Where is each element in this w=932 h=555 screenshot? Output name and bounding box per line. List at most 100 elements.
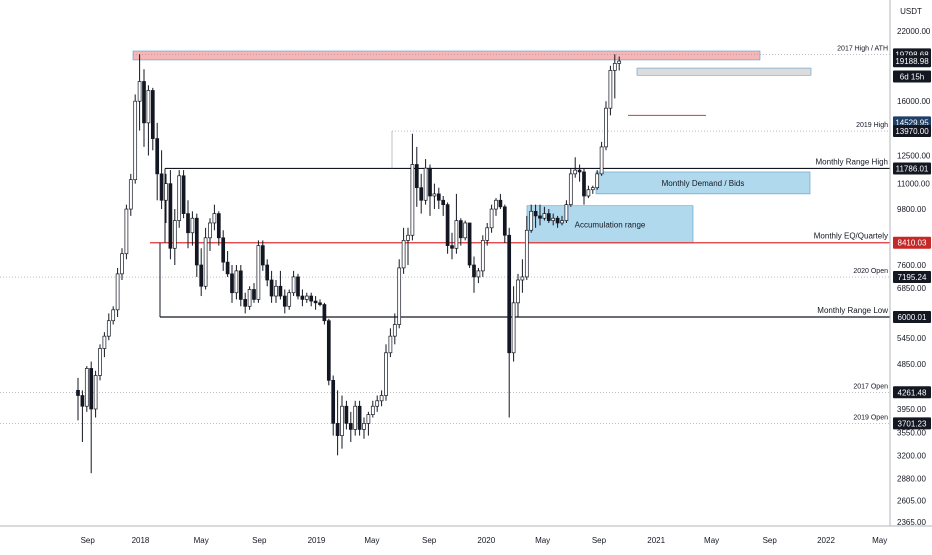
candle-body xyxy=(142,81,146,124)
candle-body xyxy=(445,204,450,246)
candle-body xyxy=(586,189,591,197)
candle-body xyxy=(520,276,525,281)
candle xyxy=(436,187,441,210)
candle xyxy=(555,215,560,228)
candle-body xyxy=(507,234,512,354)
candle xyxy=(454,193,459,254)
candle xyxy=(120,248,124,280)
price-tag-11786-01: 11786.01 xyxy=(893,162,931,175)
candle xyxy=(485,222,490,246)
candle-body xyxy=(612,63,617,71)
candle-body xyxy=(111,309,116,322)
level-label-2019-open: 2019 Open xyxy=(853,414,888,421)
candle-body xyxy=(577,169,582,173)
price-tag-background xyxy=(893,311,931,324)
candle xyxy=(256,240,261,303)
zone-layer: Monthly Demand / Bids Accumulation range xyxy=(132,50,812,244)
candle xyxy=(357,400,362,436)
candle-body xyxy=(582,171,586,197)
zone-label: Accumulation range xyxy=(575,220,646,229)
price-tag-13970-00: 13970.00 xyxy=(893,125,931,138)
candle xyxy=(577,164,582,182)
candle xyxy=(511,286,516,362)
candle-body xyxy=(590,187,595,191)
candle-body xyxy=(238,270,243,300)
candle-body xyxy=(326,320,331,381)
price-tag-8410-03: 8410.03 xyxy=(893,236,931,249)
candle-body xyxy=(252,289,256,300)
candle-body xyxy=(243,299,248,307)
candle xyxy=(124,204,129,260)
candle xyxy=(551,213,556,226)
price-tick-layer: 22000.0019000.0016000.0012500.0011000.00… xyxy=(897,27,931,527)
candle xyxy=(252,283,256,303)
candle-body xyxy=(489,208,494,229)
candle-body xyxy=(190,217,195,234)
price-tag-text: 6d 15h xyxy=(900,73,924,82)
candle-body xyxy=(348,423,353,430)
candle xyxy=(168,170,173,260)
candle-body xyxy=(164,183,168,201)
candle xyxy=(331,375,336,436)
candle-body xyxy=(133,100,138,181)
candle-body xyxy=(406,234,410,241)
price-tick-label: 2365.00 xyxy=(897,518,926,527)
candle xyxy=(476,267,481,284)
candle-body xyxy=(353,405,358,430)
candle xyxy=(98,344,102,381)
candle-body xyxy=(300,295,305,300)
candle-body xyxy=(181,175,186,214)
candle-body xyxy=(150,90,155,139)
candle xyxy=(388,328,393,358)
candle-body xyxy=(370,405,375,415)
candle xyxy=(164,173,168,223)
level-label-2019-high: 2019 High xyxy=(856,122,888,129)
candle-body xyxy=(560,220,564,224)
candle xyxy=(155,122,160,201)
candle-body xyxy=(524,229,529,278)
candle xyxy=(243,292,248,314)
price-tick-label: 11000.00 xyxy=(897,180,930,189)
zone-box-3 xyxy=(636,67,812,76)
candle-body xyxy=(511,302,516,354)
candle xyxy=(520,259,525,293)
candle xyxy=(304,292,309,303)
candle xyxy=(538,204,542,226)
candle xyxy=(419,173,424,214)
candle-body xyxy=(397,267,402,325)
price-tag-background xyxy=(893,70,931,83)
candle-body xyxy=(436,193,441,201)
candle-body xyxy=(357,405,362,430)
candle-body xyxy=(555,217,560,224)
candle xyxy=(80,390,85,442)
candle-body xyxy=(467,222,472,266)
candle-body xyxy=(551,217,556,221)
candle-body xyxy=(414,164,419,189)
currency-label: USDT xyxy=(900,7,922,16)
candle-body xyxy=(604,107,608,148)
candle xyxy=(212,204,217,231)
candle-body xyxy=(494,199,498,210)
candle-body xyxy=(599,146,604,175)
candle xyxy=(480,235,485,277)
candle xyxy=(194,213,199,277)
candle xyxy=(142,69,146,147)
candle xyxy=(441,195,446,216)
time-tick-label: May xyxy=(535,536,550,545)
candle xyxy=(76,377,80,421)
candle-body xyxy=(573,169,578,175)
level-label-2017-high-ath: 2017 High / ATH xyxy=(837,45,888,52)
level-layer: 2017 High / ATH 2019 High Monthly Range Hi… xyxy=(0,45,890,424)
candle-body xyxy=(441,199,446,205)
candle-body xyxy=(533,210,538,217)
candle xyxy=(115,267,120,318)
candle xyxy=(533,204,538,228)
candle-body xyxy=(137,81,142,102)
candle-body xyxy=(203,237,208,287)
candle xyxy=(287,289,292,310)
candle-body xyxy=(608,70,613,109)
candle xyxy=(344,400,349,430)
candle-body xyxy=(216,213,221,239)
